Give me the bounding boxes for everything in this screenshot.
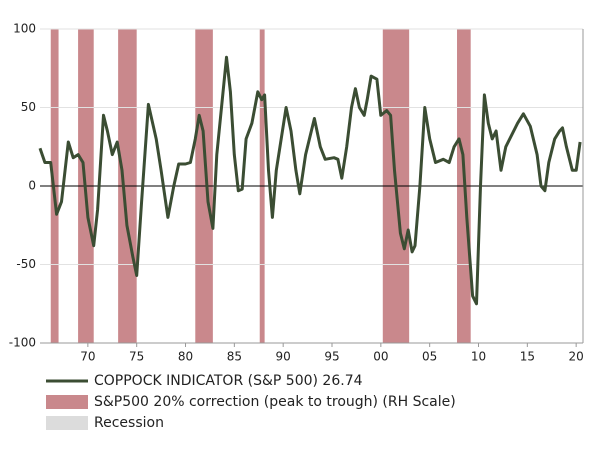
legend-label: S&P500 20% correction (peak to trough) (… xyxy=(94,394,456,410)
x-tick-label: 80 xyxy=(178,350,193,364)
x-tick-label: 00 xyxy=(373,350,388,364)
legend-label: COPPOCK INDICATOR (S&P 500) 26.74 xyxy=(94,373,363,389)
coppock-line xyxy=(38,55,582,306)
legend: COPPOCK INDICATOR (S&P 500) 26.74 S&P500 … xyxy=(46,373,456,431)
x-tick-label: 75 xyxy=(129,350,144,364)
x-tick-label: 20 xyxy=(569,350,584,364)
y-tick-label: -100 xyxy=(9,336,36,350)
legend-swatch xyxy=(46,395,88,409)
y-tick-label: 50 xyxy=(21,100,36,114)
x-tick-label: 05 xyxy=(422,350,437,364)
lines xyxy=(38,55,582,306)
legend-swatch xyxy=(46,416,88,430)
y-tick-label: 0 xyxy=(28,179,36,193)
labels: -100 -50 0 50 100 70 75 80 85 90 95 00 05 10 15 20 xyxy=(9,22,584,364)
x-tick-label: 70 xyxy=(80,350,95,364)
x-tick-label: 15 xyxy=(520,350,535,364)
y-tick-label: 100 xyxy=(13,22,36,36)
x-tick-label: 10 xyxy=(471,350,486,364)
legend-label: Recession xyxy=(94,415,164,431)
x-tick-label: 95 xyxy=(324,350,339,364)
x-tick-label: 90 xyxy=(276,350,291,364)
x-tick-label: 85 xyxy=(227,350,242,364)
y-tick-label: -50 xyxy=(16,257,36,271)
